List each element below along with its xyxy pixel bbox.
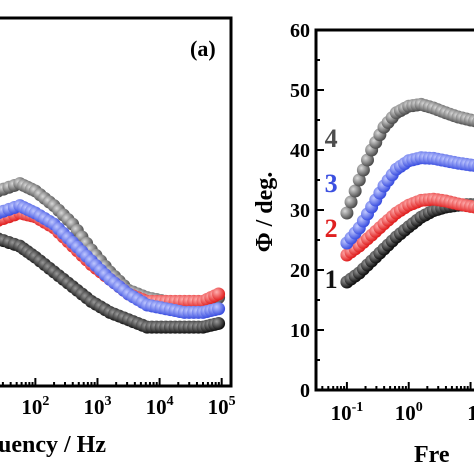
panel-b-y-axis-label: Φ / deg. xyxy=(252,172,278,253)
y-tick-label: 60 xyxy=(290,20,310,42)
data-point xyxy=(212,287,226,301)
panel-a-frame xyxy=(0,16,233,388)
panel-b-x-axis-label: Fre xyxy=(414,442,450,468)
x-tick-label: 102 xyxy=(21,394,49,419)
data-point xyxy=(468,158,474,172)
x-tick-label: 103 xyxy=(83,394,111,419)
panel-a: 102 103 104 105 (a) uency / Hz xyxy=(0,16,236,458)
data-point xyxy=(468,200,474,214)
series-label-1: 1 xyxy=(325,265,338,294)
series-label-3: 3 xyxy=(325,169,338,198)
x-tick-label: 105 xyxy=(208,394,236,419)
data-point xyxy=(212,302,226,316)
data-point xyxy=(468,114,474,128)
series-label-4: 4 xyxy=(325,124,338,153)
x-tick-label: 100 xyxy=(395,400,423,425)
panel-b-y-ticks: 0 10 20 30 40 50 60 xyxy=(290,20,324,402)
panel-a-x-ticks: 102 103 104 105 xyxy=(1,378,236,419)
panel-b-series-labels: 4 3 2 1 xyxy=(325,124,338,294)
panel-a-series-2 xyxy=(0,199,226,319)
data-point xyxy=(212,316,226,330)
data-point xyxy=(356,163,370,177)
panel-b-x-ticks: 10-1 100 1 xyxy=(321,382,474,425)
panel-b-series-4 xyxy=(340,97,474,220)
panel-b-series-2 xyxy=(340,192,474,262)
data-point xyxy=(352,173,366,187)
y-tick-label: 50 xyxy=(290,80,310,102)
data-point xyxy=(361,153,375,167)
data-point xyxy=(340,206,354,220)
data-point xyxy=(344,195,358,209)
y-tick-label: 20 xyxy=(290,260,310,282)
panel-b-series-group xyxy=(340,97,474,289)
panel-b-series-3 xyxy=(340,151,474,250)
panel-a-series-group xyxy=(0,177,226,334)
panel-a-label: (a) xyxy=(190,36,216,61)
y-tick-label: 0 xyxy=(300,380,310,402)
y-tick-label: 10 xyxy=(290,320,310,342)
panel-a-x-axis-label: uency / Hz xyxy=(0,432,106,458)
panel-a-series-0 xyxy=(0,177,226,312)
x-tick-label: 10-1 xyxy=(331,400,364,425)
x-tick-label: 104 xyxy=(146,394,174,419)
x-tick-label: 1 xyxy=(467,401,474,425)
series-label-2: 2 xyxy=(325,214,338,243)
panel-b: 0 10 20 30 40 50 60 10-1 100 1 4 3 2 1 Φ / deg. Fre xyxy=(252,20,474,468)
panel-a-series-3 xyxy=(0,232,226,334)
y-tick-label: 40 xyxy=(290,140,310,162)
y-tick-label: 30 xyxy=(290,200,310,222)
data-point xyxy=(348,184,362,198)
